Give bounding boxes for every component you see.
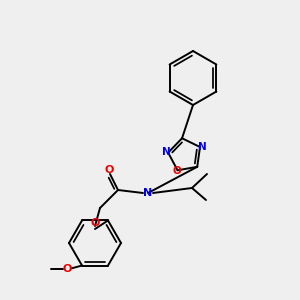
Text: N: N (162, 147, 170, 157)
Text: N: N (198, 142, 206, 152)
Text: N: N (143, 188, 153, 198)
Text: O: O (104, 165, 114, 175)
Text: O: O (62, 263, 72, 274)
Text: O: O (172, 166, 181, 176)
Text: O: O (90, 218, 100, 228)
